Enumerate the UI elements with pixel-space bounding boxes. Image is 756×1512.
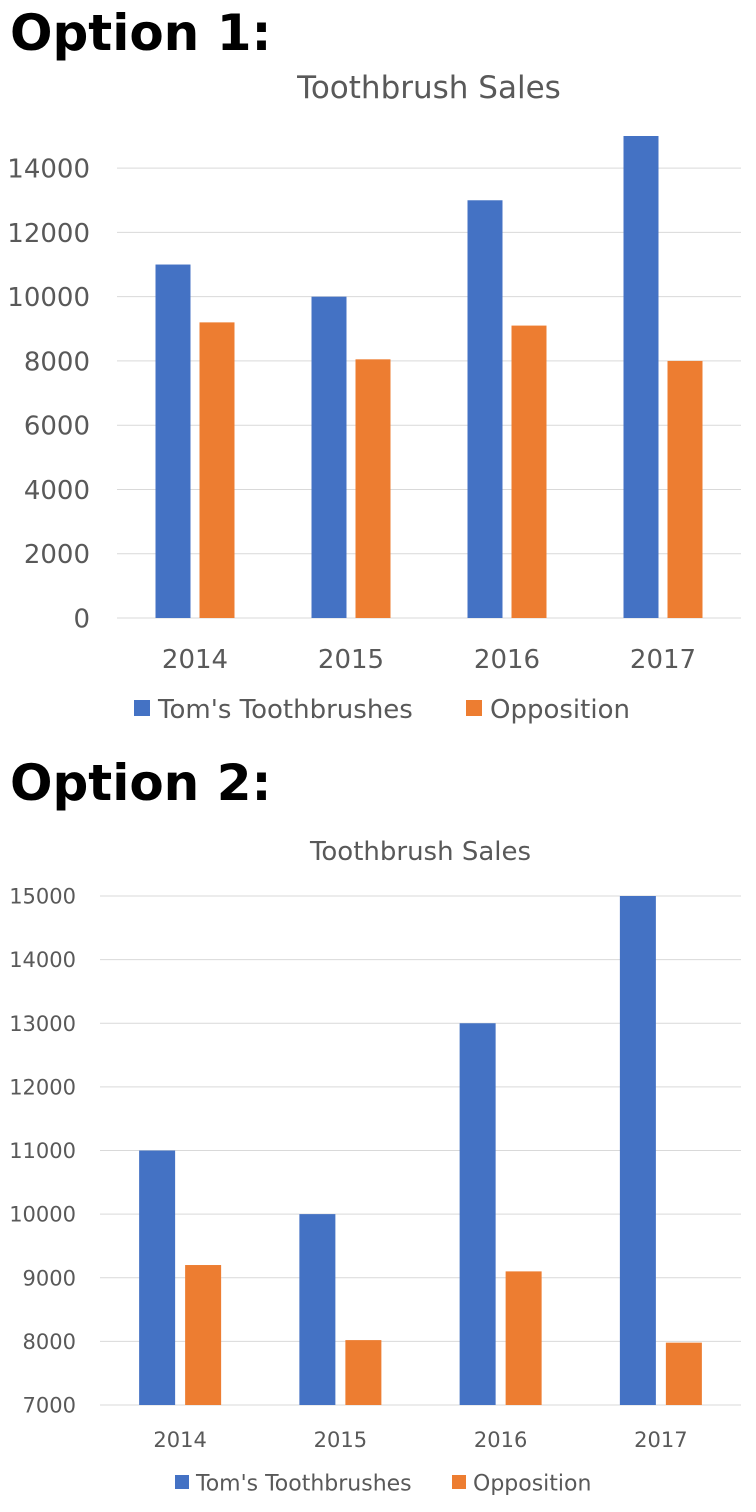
legend-label: Tom's Toothbrushes [195, 1472, 412, 1497]
bar-opposition-2017 [667, 360, 703, 618]
option-2-heading: Option 2: [10, 754, 272, 812]
bar-opposition-2015 [355, 359, 391, 618]
bar-toms-toothbrushes-2017 [619, 896, 656, 1405]
legend-label: Tom's Toothbrushes [157, 695, 413, 725]
chart-title: Toothbrush Sales [309, 837, 531, 867]
x-tick-label: 2016 [474, 645, 540, 675]
bar-toms-toothbrushes-2014 [139, 1150, 176, 1405]
legend-label: Opposition [490, 695, 630, 725]
y-tick-label: 6000 [24, 412, 90, 442]
x-tick-label: 2015 [318, 645, 384, 675]
bar-opposition-2016 [505, 1271, 542, 1405]
chart-title: Toothbrush Sales [296, 70, 561, 106]
legend-swatch-toms-toothbrushes [175, 1475, 189, 1489]
bar-toms-toothbrushes-2015 [311, 296, 347, 618]
y-tick-label: 7000 [23, 1394, 76, 1418]
x-tick-label: 2014 [162, 645, 228, 675]
y-tick-label: 0 [73, 604, 90, 634]
bar-toms-toothbrushes-2016 [459, 1023, 496, 1405]
chart-option-2: Toothbrush Sales 7000 8000 9000 10000 11000 12… [9, 837, 741, 1497]
bar-toms-toothbrushes-2015 [299, 1214, 336, 1405]
option-1-heading: Option 1: [10, 4, 272, 62]
bar-opposition-2014 [199, 322, 235, 618]
x-tick-label: 2015 [314, 1428, 367, 1452]
y-tick-label: 2000 [24, 540, 90, 570]
x-tick-label: 2017 [634, 1428, 687, 1452]
y-tick-label: 9000 [23, 1266, 76, 1290]
legend-swatch-opposition [466, 700, 482, 716]
y-tick-label: 14000 [7, 154, 90, 184]
bar-toms-toothbrushes-2017 [623, 136, 659, 618]
bar-toms-toothbrushes-2014 [155, 264, 191, 618]
bar-opposition-2014 [185, 1265, 222, 1405]
y-tick-label: 13000 [9, 1012, 76, 1036]
legend-label: Opposition [473, 1472, 591, 1497]
chart-option-1: Toothbrush Sales 0 2000 4000 6000 8000 10000 12… [7, 70, 741, 725]
y-tick-label: 11000 [9, 1139, 76, 1163]
x-tick-label: 2016 [474, 1428, 527, 1452]
bar-toms-toothbrushes-2016 [467, 200, 503, 618]
y-tick-label: 8000 [24, 347, 90, 377]
y-tick-label: 10000 [7, 283, 90, 313]
y-tick-label: 8000 [23, 1330, 76, 1354]
x-tick-label: 2017 [630, 645, 696, 675]
legend-swatch-opposition [452, 1475, 466, 1489]
legend-swatch-toms-toothbrushes [134, 700, 150, 716]
y-tick-label: 12000 [7, 219, 90, 249]
y-tick-label: 10000 [9, 1203, 76, 1227]
bar-opposition-2015 [345, 1340, 382, 1405]
y-tick-label: 4000 [24, 476, 90, 506]
x-tick-label: 2014 [153, 1428, 206, 1452]
bar-opposition-2016 [511, 325, 547, 618]
y-tick-label: 15000 [9, 885, 76, 909]
y-tick-label: 14000 [9, 948, 76, 972]
y-tick-label: 12000 [9, 1075, 76, 1099]
bar-opposition-2017 [665, 1342, 702, 1405]
